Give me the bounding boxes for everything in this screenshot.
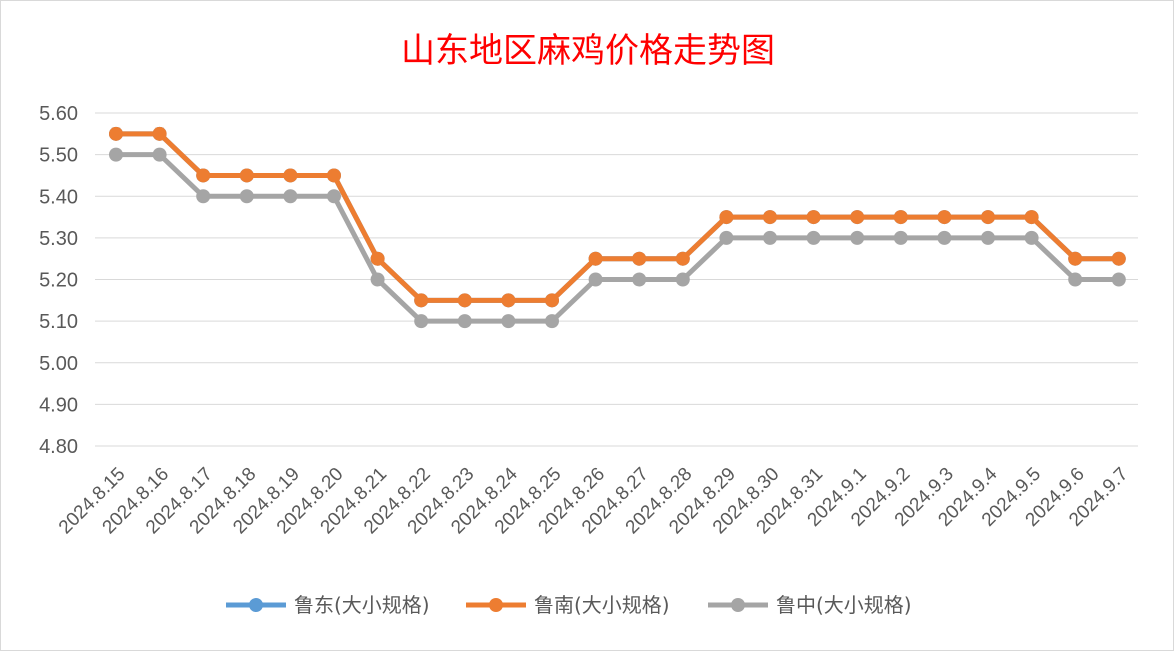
legend-label: 鲁南(大小规格) xyxy=(534,593,670,617)
data-point xyxy=(414,314,429,329)
y-tick-label: 5.30 xyxy=(39,228,78,250)
data-point xyxy=(632,272,647,287)
data-point xyxy=(1024,230,1039,245)
data-point xyxy=(239,189,254,204)
series-line xyxy=(116,131,1119,303)
data-point xyxy=(937,210,952,225)
data-point xyxy=(675,272,690,287)
data-point xyxy=(370,251,385,266)
x-axis-ticks: 2024.8.152024.8.162024.8.172024.8.182024… xyxy=(55,463,1132,538)
series-2 xyxy=(109,147,1126,329)
data-point xyxy=(545,293,559,308)
data-point xyxy=(763,210,777,225)
data-point xyxy=(327,189,341,204)
data-point xyxy=(1068,272,1083,287)
legend-item: 鲁东(大小规格) xyxy=(226,593,430,617)
data-point xyxy=(675,251,690,266)
legend-item: 鲁中(大小规格) xyxy=(708,593,912,617)
series-1 xyxy=(109,126,1126,308)
y-tick-label: 5.40 xyxy=(39,186,78,208)
y-tick-label: 4.80 xyxy=(39,436,78,458)
data-point xyxy=(806,210,821,225)
data-point xyxy=(109,126,123,141)
chart-title: 山东地区麻鸡价格走势图 xyxy=(401,31,775,71)
data-point xyxy=(850,210,865,225)
legend-label: 鲁中(大小规格) xyxy=(776,593,912,617)
data-point xyxy=(152,126,167,141)
data-point xyxy=(893,210,908,225)
data-point xyxy=(196,168,211,183)
data-point xyxy=(1111,272,1126,287)
data-point xyxy=(370,272,385,287)
data-point xyxy=(545,314,559,329)
data-point xyxy=(981,230,995,245)
legend: 鲁东(大小规格) 鲁南(大小规格) 鲁中(大小规格) xyxy=(226,593,912,617)
data-point xyxy=(457,314,472,329)
y-tick-label: 5.10 xyxy=(39,311,78,333)
data-point xyxy=(501,293,516,308)
y-axis-ticks: 4.80 4.90 5.00 5.10 5.20 5.30 5.40 5.50 5.60 xyxy=(39,103,78,458)
data-point xyxy=(806,230,821,245)
data-point xyxy=(632,251,647,266)
data-point xyxy=(152,147,167,162)
data-point xyxy=(937,230,952,245)
data-point xyxy=(109,147,123,162)
y-tick-label: 5.60 xyxy=(39,103,78,125)
data-point xyxy=(1068,251,1083,266)
legend-marker xyxy=(249,598,263,612)
data-point xyxy=(283,189,298,204)
data-point xyxy=(1111,251,1126,266)
data-point xyxy=(196,189,211,204)
data-point xyxy=(719,210,734,225)
data-point xyxy=(893,230,908,245)
legend-label: 鲁东(大小规格) xyxy=(294,593,430,617)
legend-marker xyxy=(489,598,503,612)
legend-marker xyxy=(731,598,745,612)
data-point xyxy=(981,210,995,225)
data-point xyxy=(501,314,516,329)
legend-item: 鲁南(大小规格) xyxy=(466,593,670,617)
data-point xyxy=(850,230,865,245)
y-tick-label: 5.50 xyxy=(39,145,78,167)
data-point xyxy=(719,230,734,245)
series-lines xyxy=(109,126,1126,329)
data-point xyxy=(1024,210,1039,225)
data-point xyxy=(763,230,777,245)
data-point xyxy=(457,293,472,308)
data-point xyxy=(414,293,429,308)
data-point xyxy=(327,168,341,183)
y-tick-label: 5.20 xyxy=(39,270,78,292)
data-point xyxy=(588,272,603,287)
y-tick-label: 5.00 xyxy=(39,353,78,375)
y-tick-label: 4.90 xyxy=(39,394,78,416)
data-point xyxy=(283,168,298,183)
data-point xyxy=(588,251,603,266)
data-point xyxy=(239,168,254,183)
series-line xyxy=(116,152,1119,324)
